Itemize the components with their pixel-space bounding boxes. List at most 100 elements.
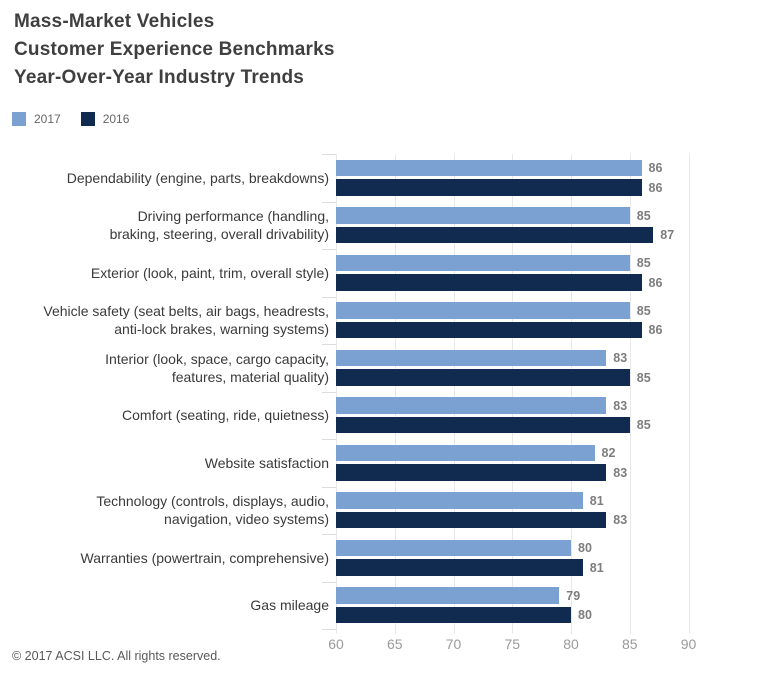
value-label-2016: 80 — [578, 608, 592, 622]
gridline-70 — [453, 154, 455, 634]
gridline-85 — [629, 154, 631, 634]
bar-2017: 83 — [336, 397, 627, 414]
chart-row: Website satisfaction 82 83 — [0, 439, 712, 487]
category-boundary-tick — [322, 391, 336, 393]
bar-2016: 85 — [336, 369, 651, 386]
plot-gridlines — [322, 154, 712, 634]
category-label: Gas mileage — [250, 597, 329, 614]
bar-group: 81 83 — [336, 487, 712, 535]
gridline-60 — [336, 154, 337, 634]
value-label-2017: 83 — [613, 351, 628, 365]
bar-2017: 82 — [336, 444, 615, 462]
value-label-2016: 86 — [648, 275, 663, 290]
title-line-1: Mass-Market Vehicles — [14, 11, 215, 32]
bar-2017: 85 — [336, 207, 651, 224]
legend-label-2016: 2016 — [102, 112, 130, 126]
category-boundary-tick — [322, 629, 336, 630]
chart-row: Dependability (engine, parts, breakdowns… — [0, 154, 712, 202]
title-line-2: Customer Experience Benchmarks — [14, 39, 335, 60]
bar-2016: 86 — [336, 179, 662, 196]
value-label-2017: 85 — [636, 303, 651, 318]
axis-tick-label-85: 85 — [621, 636, 638, 652]
bar-2017: 83 — [336, 349, 627, 367]
axis-tick-label-75: 75 — [504, 636, 521, 652]
axis-tick-label-60: 60 — [328, 636, 344, 652]
axis-tick-label-65: 65 — [386, 636, 403, 652]
value-label-2017: 85 — [636, 208, 651, 223]
category-label: Comfort (seating, ride, quietness) — [122, 407, 329, 424]
axis-tick-label-70: 70 — [445, 636, 462, 652]
value-label-2017: 81 — [589, 493, 604, 508]
value-label-2016: 81 — [589, 560, 604, 575]
chart-row: Driving performance (handling, braking, s… — [0, 202, 712, 250]
bar-2017: 86 — [336, 159, 662, 177]
bar-2016: 85 — [336, 416, 651, 434]
category-boundary-tick — [322, 249, 336, 250]
x-axis-labels: 60 65 70 75 80 85 90 — [328, 636, 712, 654]
value-label-2016: 87 — [660, 228, 675, 242]
bar-2017: 80 — [336, 539, 592, 557]
legend-item-2016: 2016 — [80, 112, 130, 126]
bar-group: 82 83 — [336, 439, 712, 487]
chart-row: Technology (controls, displays, audio, na… — [0, 487, 712, 535]
axis-tick-label-90: 90 — [680, 636, 697, 652]
gridline-90 — [688, 154, 690, 634]
gridline-80 — [571, 154, 572, 634]
bar-2016: 81 — [336, 559, 604, 576]
legend-swatch-2017-icon — [12, 112, 26, 126]
category-label: Driving performance (handling, braking, s… — [109, 208, 329, 243]
value-label-2017: 85 — [636, 256, 651, 270]
value-label-2017: 79 — [566, 588, 581, 603]
bar-2017: 79 — [336, 587, 580, 604]
bar-group: 79 80 — [336, 582, 712, 630]
value-label-2017: 83 — [613, 398, 628, 413]
bar-group: 85 87 — [336, 202, 712, 250]
bar-2016: 80 — [336, 606, 592, 624]
category-label: Technology (controls, displays, audio, na… — [96, 493, 329, 528]
value-label-2016: 83 — [613, 465, 628, 480]
bar-group: 83 85 — [336, 392, 712, 440]
value-label-2017: 82 — [601, 446, 616, 460]
gridline-75 — [512, 154, 514, 634]
bar-2016: 86 — [336, 321, 662, 339]
chart-row: Warranties (powertrain, comprehensive) 80… — [0, 534, 712, 582]
bar-2016: 86 — [336, 274, 662, 291]
category-label: Dependability (engine, parts, breakdowns… — [66, 169, 329, 186]
bar-group: 86 86 — [336, 154, 712, 202]
copyright-text: © 2017 ACSI LLC. All rights reserved. — [12, 649, 221, 663]
value-label-2016: 86 — [648, 180, 663, 195]
category-boundary-tick — [322, 154, 336, 155]
category-boundary-tick — [322, 534, 336, 535]
bar-2016: 87 — [336, 226, 674, 244]
bar-2017: 81 — [336, 492, 604, 509]
chart-row: Exterior (look, paint, trim, overall sty… — [0, 249, 712, 297]
legend-label-2017: 2017 — [34, 112, 61, 126]
bar-group: 85 86 — [336, 297, 712, 345]
value-label-2016: 85 — [636, 418, 651, 432]
category-label: Website satisfaction — [204, 454, 329, 471]
value-label-2016: 85 — [636, 370, 651, 385]
bar-2016: 83 — [336, 464, 627, 481]
bar-2017: 85 — [336, 254, 651, 272]
legend-item-2017: 2017 — [12, 112, 61, 126]
chart-rows: Dependability (engine, parts, breakdowns… — [0, 154, 712, 629]
bar-group: 85 86 — [336, 249, 712, 297]
value-label-2016: 86 — [648, 323, 663, 337]
legend: 2017 2016 — [12, 112, 149, 126]
value-label-2017: 86 — [648, 161, 663, 175]
chart-row: Comfort (seating, ride, quietness) 83 85 — [0, 392, 712, 440]
category-label: Interior (look, space, cargo capacity, fe… — [105, 350, 329, 385]
category-label: Exterior (look, paint, trim, overall sty… — [90, 264, 329, 281]
bar-2016: 83 — [336, 511, 627, 529]
chart-title: Mass-Market Vehicles Customer Experience… — [14, 8, 335, 92]
axis-tick-label-80: 80 — [563, 636, 579, 652]
chart-row: Vehicle safety (seat belts, air bags, he… — [0, 297, 712, 345]
value-label-2016: 83 — [613, 513, 628, 527]
category-boundary-tick — [322, 296, 336, 298]
category-boundary-tick — [322, 201, 336, 203]
category-boundary-tick — [322, 486, 336, 488]
title-line-3: Year-Over-Year Industry Trends — [14, 67, 305, 88]
category-label: Warranties (powertrain, comprehensive) — [80, 549, 329, 566]
